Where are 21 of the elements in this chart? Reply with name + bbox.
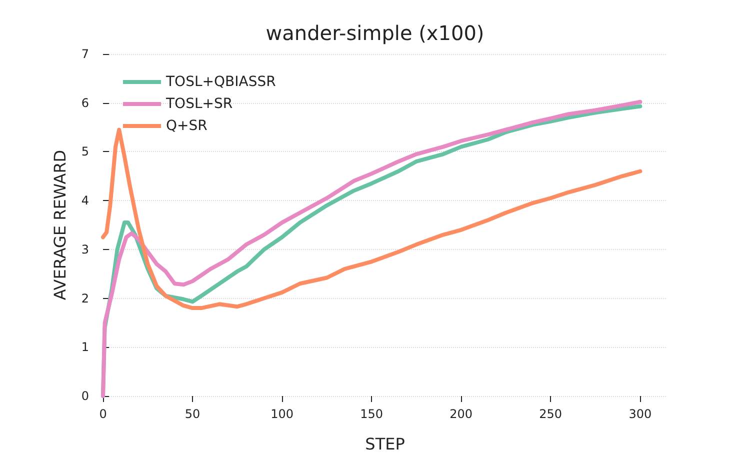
x-tick-label: 50 [184,407,200,421]
x-tick-label: 200 [450,407,473,421]
legend-label: TOSL+SR [165,96,233,112]
y-tick-label: 1 [81,340,89,354]
x-tick-label: 0 [99,407,107,421]
chart-title: wander-simple (x100) [266,21,484,45]
x-axis-title: STEP [365,434,406,454]
y-axis-title: AVERAGE REWARD [50,150,70,300]
x-tick-label: 250 [539,407,562,421]
legend-label: Q+SR [166,118,208,134]
y-tick-label: 7 [81,47,89,61]
y-tick-label: 2 [81,291,89,306]
x-tick-label: 300 [628,407,652,421]
y-tick-label: 0 [81,389,89,403]
y-tick-label: 3 [81,242,89,256]
y-tick-label: 4 [81,194,89,208]
x-tick-label: 150 [360,407,384,421]
y-tick-label: 5 [81,144,89,159]
legend-label: TOSL+QBIASSR [165,74,276,90]
y-tick-label: 6 [81,96,89,110]
x-tick-label: 100 [270,407,294,421]
